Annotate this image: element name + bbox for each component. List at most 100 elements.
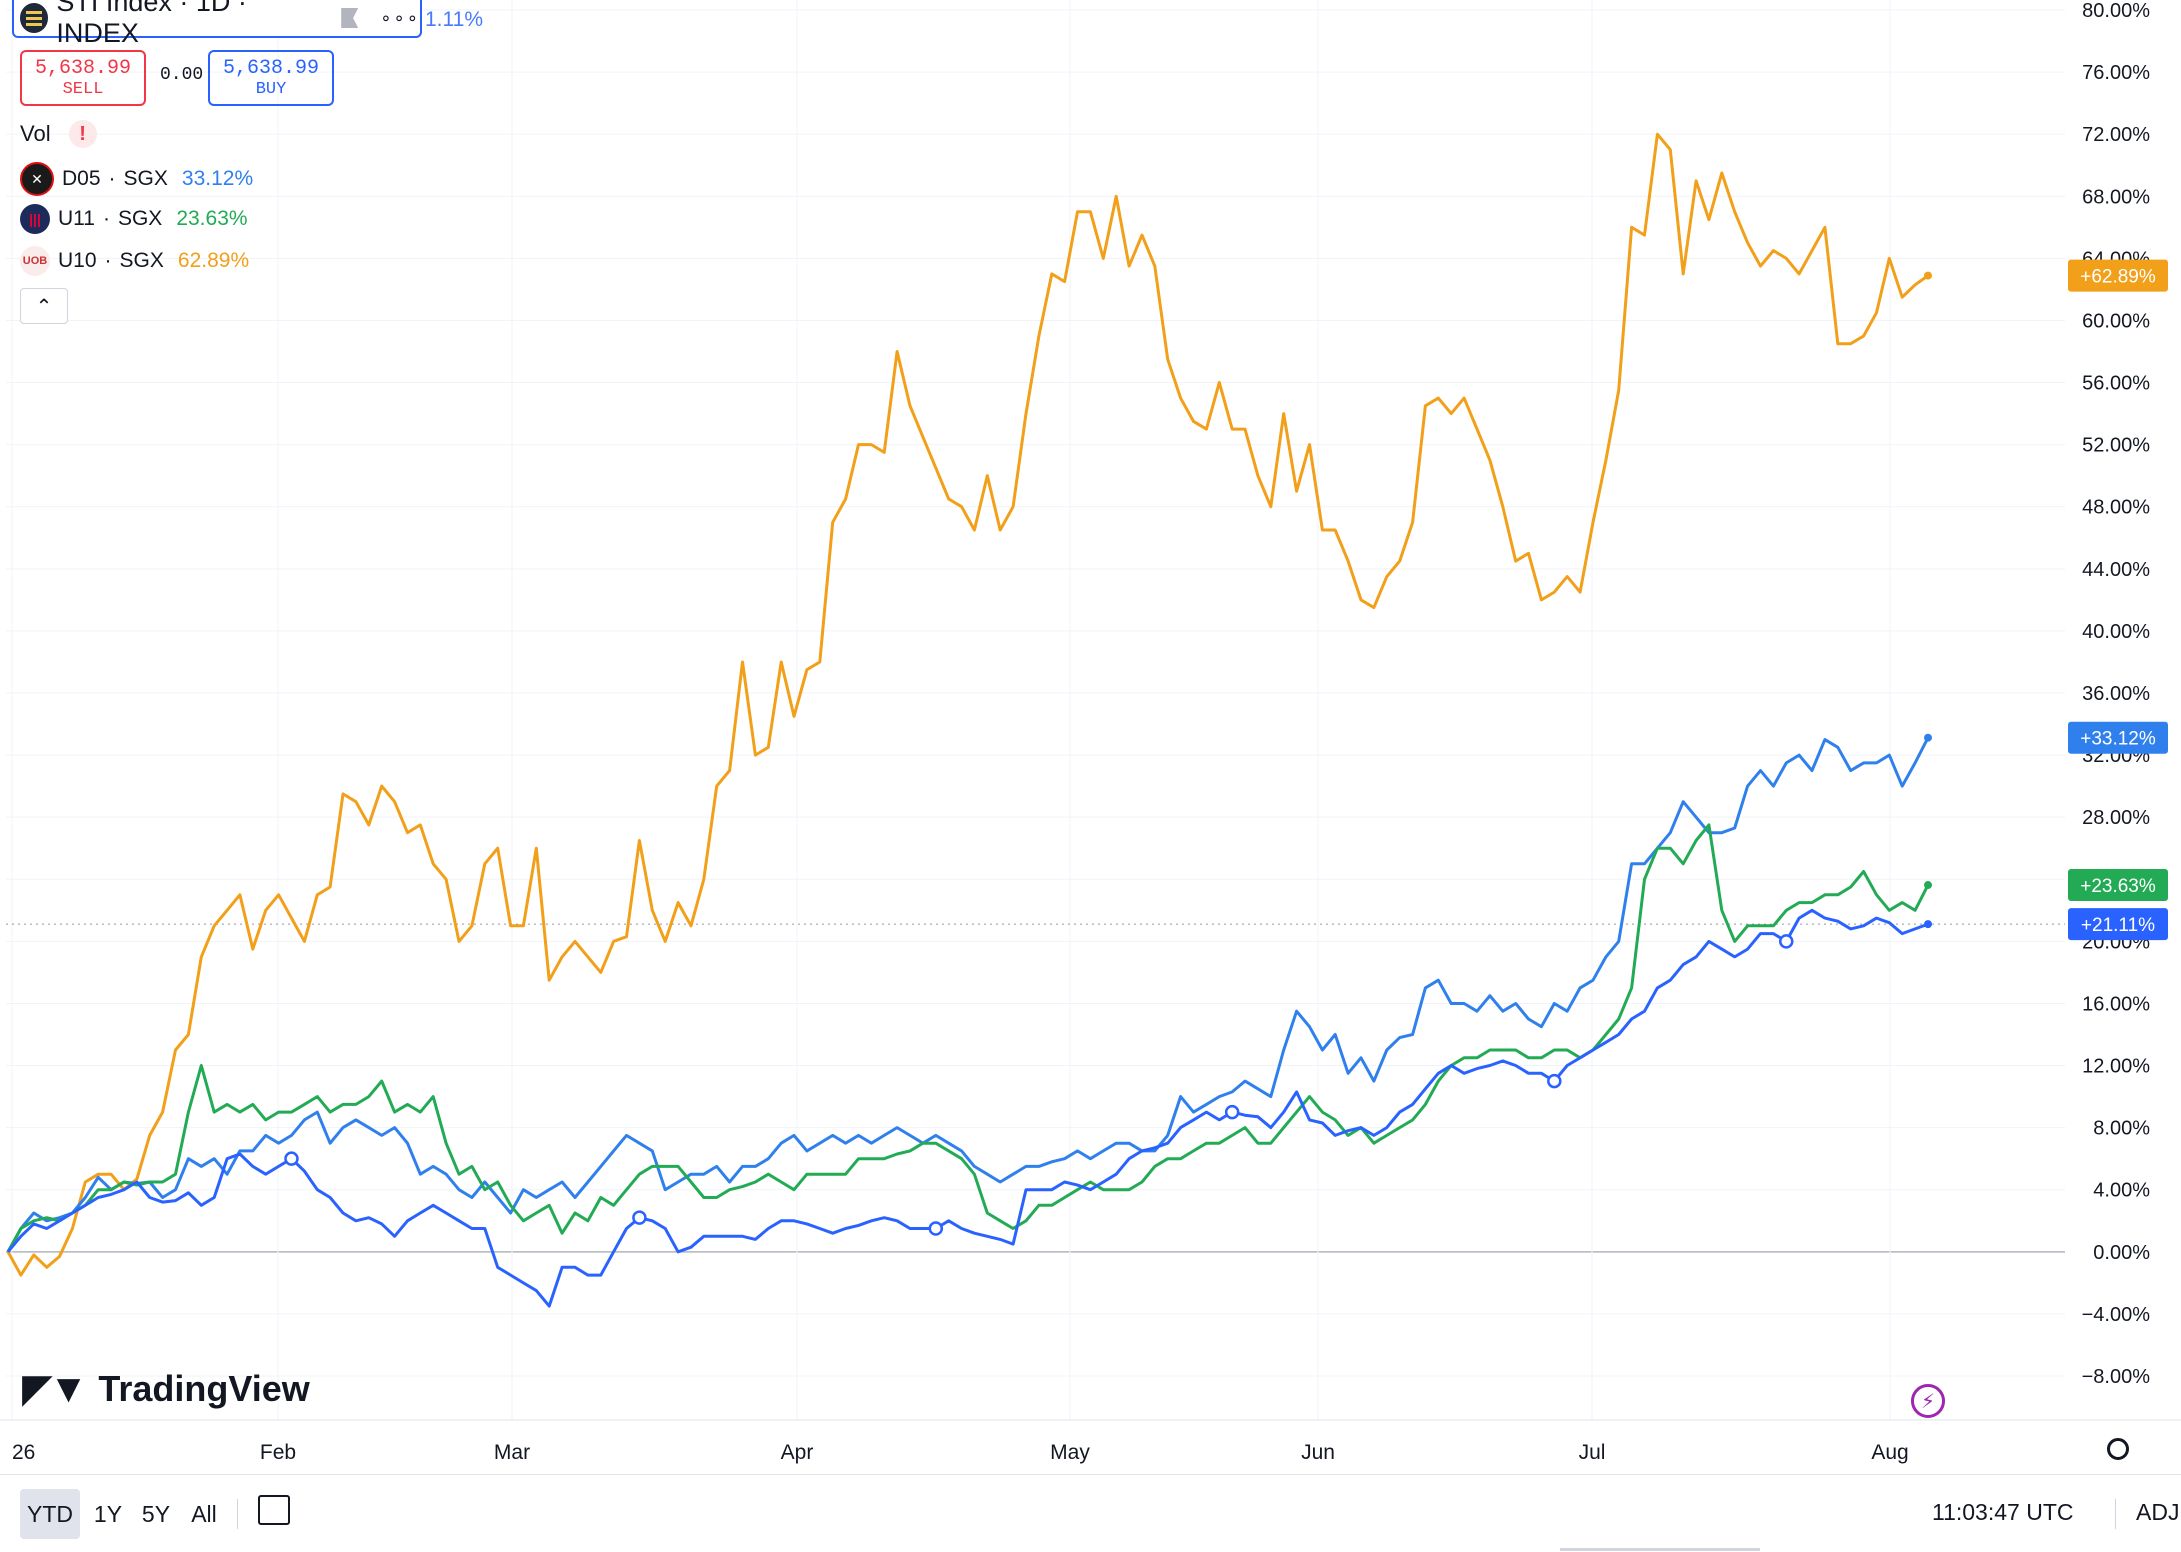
range-all-button[interactable]: All — [191, 1500, 217, 1527]
y-tick-label: 68.00% — [2082, 186, 2150, 208]
y-tick-label: 76.00% — [2082, 62, 2150, 84]
last-point-dot — [1924, 733, 1932, 742]
collapse-legend-button[interactable]: ⌃ — [20, 288, 68, 324]
range-ytd-button[interactable]: YTD — [20, 1489, 80, 1539]
series-lines — [6, 132, 1932, 1308]
lightning-icon[interactable]: ⚡ — [1911, 1384, 1945, 1418]
legend-row-u10[interactable]: UOB U10 · SGX 62.89% — [20, 246, 249, 276]
vol-indicator[interactable]: Vol ! — [20, 120, 97, 148]
legend-dot: · — [102, 207, 110, 230]
legend-symbol: D05 — [62, 167, 101, 190]
last-value-badges: +62.89% +33.12% +23.63% +21.11% — [2068, 259, 2168, 941]
y-tick-label: 44.00% — [2082, 559, 2150, 581]
legend-dot: · — [104, 249, 112, 272]
u11-logo-icon: ||| — [20, 204, 50, 234]
x-tick-label: Jul — [1579, 1441, 1606, 1464]
overlapped-value: 1.11% — [425, 8, 483, 31]
range-5y-button[interactable]: 5Y — [141, 1500, 171, 1527]
x-tick-label: Aug — [1871, 1441, 1908, 1464]
chart-canvas[interactable]: 80.00%76.00%72.00%68.00%64.00%60.00%56.0… — [0, 0, 2181, 1474]
y-tick-label: −4.00% — [2082, 1304, 2151, 1326]
y-tick-label: 36.00% — [2082, 683, 2150, 705]
x-tick-label: Feb — [260, 1441, 296, 1464]
sell-label: SELL — [62, 80, 104, 99]
legend-row-d05[interactable]: ✕ D05 · SGX 33.12% — [20, 162, 253, 196]
event-marker — [1547, 1073, 1562, 1089]
series-line-u10 — [6, 132, 1929, 1277]
event-marker — [632, 1210, 647, 1225]
y-tick-label: 16.00% — [2082, 993, 2150, 1015]
y-tick-label: 12.00% — [2082, 1056, 2150, 1078]
symbol-header[interactable]: STI Index · 1D · INDEX ∘∘∘ — [12, 0, 422, 48]
y-axis: 80.00%76.00%72.00%68.00%64.00%60.00%56.0… — [2082, 0, 2151, 1388]
x-tick-label: Mar — [494, 1441, 530, 1464]
last-value-label: +62.89% — [2080, 267, 2156, 288]
last-value-label: +23.63% — [2080, 876, 2156, 897]
y-tick-label: 4.00% — [2093, 1180, 2150, 1202]
legend-value: 62.89% — [177, 249, 250, 272]
y-tick-label: 56.00% — [2082, 373, 2150, 395]
buy-label: BUY — [255, 80, 287, 99]
y-tick-label: 60.00% — [2082, 310, 2150, 332]
legend-exchange: SGX — [119, 249, 164, 272]
toolbar-divider — [2115, 1499, 2116, 1529]
chevron-up-icon: ⌃ — [35, 295, 53, 318]
tradingview-mark-icon: ◤▼ — [22, 1367, 88, 1411]
last-value-label: +21.11% — [2081, 915, 2155, 936]
event-marker — [1224, 1104, 1240, 1120]
event-marker — [928, 1221, 944, 1236]
x-tick-label: May — [1050, 1441, 1090, 1464]
go-to-date-icon[interactable] — [258, 1495, 290, 1525]
vol-label: Vol — [20, 121, 51, 146]
buy-button[interactable]: 5,638.99 BUY — [208, 50, 334, 106]
d05-logo-icon: ✕ — [20, 162, 54, 196]
legend-symbol: U10 — [58, 249, 97, 272]
warning-icon[interactable]: ! — [68, 120, 97, 148]
spread-value: 0.00 — [160, 65, 204, 85]
legend-row-u11[interactable]: ||| U11 · SGX 23.63% — [20, 204, 248, 234]
y-tick-label: 40.00% — [2082, 621, 2150, 643]
sell-button[interactable]: 5,638.99 SELL — [20, 50, 146, 106]
legend-exchange: SGX — [123, 167, 168, 190]
series-line-d05 — [6, 737, 1930, 1253]
last-value-badge — [2068, 908, 2168, 941]
sell-price: 5,638.99 — [34, 57, 131, 80]
last-value-badge — [2068, 721, 2168, 754]
range-1y-button[interactable]: 1Y — [93, 1500, 123, 1527]
legend-dot: · — [108, 167, 116, 190]
last-value-badge — [2068, 259, 2168, 292]
symbol-title[interactable]: STI Index · 1D · INDEX — [56, 0, 247, 48]
legend-exchange: SGX — [117, 207, 163, 230]
last-point-dot — [1924, 920, 1932, 929]
event-marker — [1779, 934, 1794, 949]
x-tick-label: Apr — [781, 1441, 814, 1464]
x-tick-label: 26 — [12, 1441, 35, 1464]
u10-logo-icon: UOB — [20, 246, 50, 276]
clock[interactable]: 11:03:47 UTC — [1932, 1499, 2074, 1525]
series-line-sti — [6, 908, 1929, 1308]
adj-toggle[interactable]: ADJ — [2136, 1499, 2180, 1525]
x-axis: 26 Feb Mar Apr May Jun Jul Aug — [12, 1441, 1909, 1464]
menu-icon[interactable] — [20, 3, 49, 33]
flag-icon[interactable] — [341, 8, 359, 28]
x-tick-label: Jun — [1301, 1441, 1335, 1464]
y-tick-label: −8.00% — [2082, 1366, 2151, 1388]
y-tick-label: 8.00% — [2093, 1118, 2150, 1140]
settings-icon[interactable] — [2107, 1438, 2129, 1460]
legend-symbol: U11 — [58, 207, 95, 230]
more-options-icon[interactable]: ∘∘∘ — [380, 7, 421, 28]
last-point-dot — [1924, 881, 1932, 890]
bottom-toolbar: YTD 1Y 5Y All 11:03:47 UTC ADJ — [0, 1474, 2181, 1552]
last-point-dot — [1924, 271, 1932, 280]
buy-price: 5,638.99 — [222, 57, 319, 80]
grid-lines — [0, 0, 2181, 1421]
y-tick-label: 0.00% — [2093, 1242, 2150, 1264]
y-tick-label: 48.00% — [2082, 497, 2150, 519]
y-tick-label: 28.00% — [2082, 807, 2150, 829]
scrollbar[interactable] — [1560, 1548, 1760, 1551]
series-line-u11 — [6, 823, 1930, 1253]
y-tick-label: 52.00% — [2082, 435, 2150, 457]
legend-value: 33.12% — [181, 167, 254, 190]
last-value-badge — [2068, 869, 2168, 902]
tradingview-wordmark: TradingView — [98, 1368, 310, 1409]
